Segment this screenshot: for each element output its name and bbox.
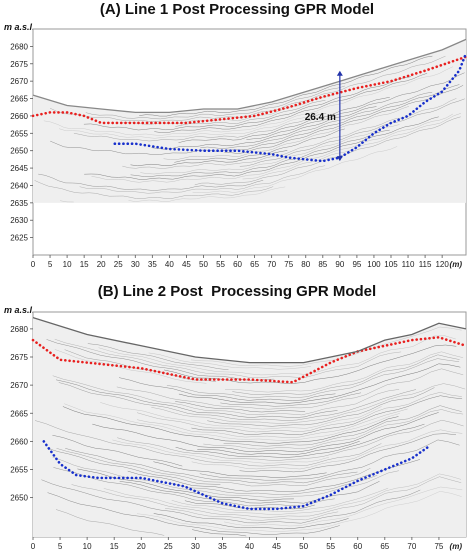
thickness-arrow-head-bottom [336, 156, 343, 162]
y-tick-label: 2650 [10, 494, 28, 503]
ground-surface-line [32, 316, 467, 364]
y-tick-label: 2675 [10, 60, 28, 69]
x-tick-label: 40 [165, 260, 174, 269]
y-tick-label: 2645 [10, 164, 28, 173]
x-tick-label: 70 [267, 260, 276, 269]
y-tick-label: 2670 [10, 381, 28, 390]
x-tick-label: 65 [380, 542, 389, 551]
thickness-arrow-head-top [336, 70, 343, 76]
y-tick-label: 2680 [10, 42, 28, 51]
x-tick-label: 100 [367, 260, 381, 269]
y-tick-label: 2640 [10, 181, 28, 190]
x-unit-label: (m) [450, 542, 463, 551]
x-tick-label: 75 [284, 260, 293, 269]
x-tick-label: 75 [434, 542, 443, 551]
red-reflector-line [31, 55, 468, 125]
panel-b-title: (B) Line 2 Post Processing GPR Model [97, 283, 377, 300]
x-tick-label: 120 [435, 260, 449, 269]
panel-b-y-unit: m a.s.l. [4, 305, 35, 315]
x-tick-label: 35 [148, 260, 157, 269]
panel-a-chart: 2625 2630 2635 2640 2645 2650 2655 2660 2665 2670… [10, 28, 468, 269]
x-unit-label: (m) [450, 260, 463, 269]
x-tick-label: 50 [299, 542, 308, 551]
red-reflector-line [31, 335, 468, 384]
y-tick-label: 2665 [10, 409, 28, 418]
x-tick-label: 55 [216, 260, 225, 269]
x-tick-label: 60 [353, 542, 362, 551]
y-tick-label: 2660 [10, 437, 28, 446]
y-tick-label: 2625 [10, 234, 28, 243]
x-tick-label: 25 [164, 542, 173, 551]
x-tick-label: 0 [31, 542, 36, 551]
x-tick-label: 65 [250, 260, 259, 269]
x-tick-label: 95 [352, 260, 361, 269]
radargram-area [33, 39, 466, 203]
y-tick-label: 2670 [10, 77, 28, 86]
x-tick-label: 45 [182, 260, 191, 269]
panel-b-chart: 2650 2655 2660 2665 2670 2675 2680 0 5 10 15 20 25 30… [10, 311, 468, 551]
x-tick-label: 40 [245, 542, 254, 551]
x-tick-label: 45 [272, 542, 281, 551]
radargram-texture [34, 55, 465, 203]
x-tick-label: 85 [318, 260, 327, 269]
y-tick-label: 2650 [10, 147, 28, 156]
x-tick-label: 70 [407, 542, 416, 551]
blue-reflector-line [113, 52, 468, 163]
y-tick-label: 2635 [10, 199, 28, 208]
x-tick-label: 80 [301, 260, 310, 269]
x-tick-label: 30 [131, 260, 140, 269]
radargram-texture [34, 326, 466, 537]
x-tick-label: 115 [419, 260, 432, 269]
y-tick-label: 2680 [10, 325, 28, 334]
x-tick-label: 10 [63, 260, 72, 269]
x-tick-label: 110 [402, 260, 415, 269]
x-tick-label: 15 [80, 260, 89, 269]
x-tick-label: 105 [384, 260, 398, 269]
x-tick-label: 25 [114, 260, 123, 269]
x-tick-label: 35 [218, 542, 227, 551]
x-tick-label: 20 [97, 260, 106, 269]
y-tick-label: 2665 [10, 95, 28, 104]
y-tick-label: 2675 [10, 353, 28, 362]
thickness-annotation-label: 26.4 m [305, 112, 336, 123]
ground-surface-line [32, 38, 467, 114]
x-tick-label: 55 [326, 542, 335, 551]
x-tick-label: 90 [335, 260, 344, 269]
blue-reflector-line [42, 440, 430, 511]
x-tick-label: 5 [58, 542, 63, 551]
x-tick-label: 15 [110, 542, 119, 551]
y-tick-label: 2655 [10, 466, 28, 475]
x-tick-label: 60 [233, 260, 242, 269]
x-tick-label: 10 [83, 542, 92, 551]
y-tick-label: 2630 [10, 216, 28, 225]
x-tick-label: 50 [199, 260, 208, 269]
panel-a-y-unit: m a.s.l. [4, 22, 35, 32]
x-tick-label: 5 [48, 260, 53, 269]
y-tick-label: 2660 [10, 112, 28, 121]
x-tick-label: 20 [137, 542, 146, 551]
x-tick-label: 0 [31, 260, 36, 269]
x-tick-label: 30 [191, 542, 200, 551]
panel-a-title: (A) Line 1 Post Processing GPR Model [99, 1, 375, 18]
y-tick-label: 2655 [10, 129, 28, 138]
